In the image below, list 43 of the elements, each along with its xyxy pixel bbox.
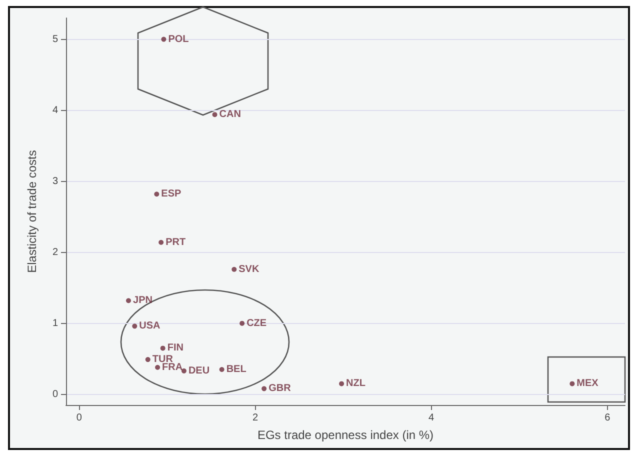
data-label: FIN <box>167 342 184 354</box>
x-tick-label: 6 <box>604 412 611 424</box>
data-label: CAN <box>219 109 241 120</box>
x-axis-title: EGs trade openness index (in %) <box>257 428 434 442</box>
data-label: CZE <box>246 318 267 329</box>
point <box>154 192 160 197</box>
data-label: DEU <box>188 365 210 376</box>
point <box>339 381 344 386</box>
data-label: MEX <box>576 378 599 390</box>
data-label: JPN <box>133 295 152 306</box>
point <box>570 381 575 386</box>
data-label: ESP <box>161 188 182 200</box>
point <box>219 366 224 372</box>
point <box>160 346 166 351</box>
point <box>132 324 138 329</box>
point <box>181 368 186 374</box>
point <box>158 240 164 245</box>
point <box>126 298 131 304</box>
y-tick-label: 5 <box>52 34 58 45</box>
y-tick-label: 1 <box>52 318 58 329</box>
point <box>161 36 166 42</box>
data-label: FRA <box>162 362 183 373</box>
y-tick-label: 4 <box>52 104 58 116</box>
data-label: GBR <box>268 383 292 394</box>
data-label: POL <box>168 34 189 45</box>
y-axis-title: Elasticity of trade costs <box>25 150 39 273</box>
data-label: SVK <box>238 264 260 275</box>
point <box>232 266 237 272</box>
data-label: PRT <box>166 236 186 248</box>
data-label: USA <box>139 320 160 332</box>
data-label: BEL <box>226 364 246 375</box>
point <box>262 386 267 392</box>
x-tick-label: 0 <box>76 412 82 424</box>
point <box>145 357 150 362</box>
data-label: NZL <box>346 378 366 390</box>
point <box>155 364 160 370</box>
x-tick-label: 2 <box>252 412 258 424</box>
y-tick-label: 2 <box>52 246 58 258</box>
point <box>240 320 245 326</box>
y-tick-label: 3 <box>52 176 58 187</box>
y-tick-label: 0 <box>52 388 58 400</box>
point <box>212 112 218 118</box>
x-tick-label: 4 <box>428 412 435 424</box>
